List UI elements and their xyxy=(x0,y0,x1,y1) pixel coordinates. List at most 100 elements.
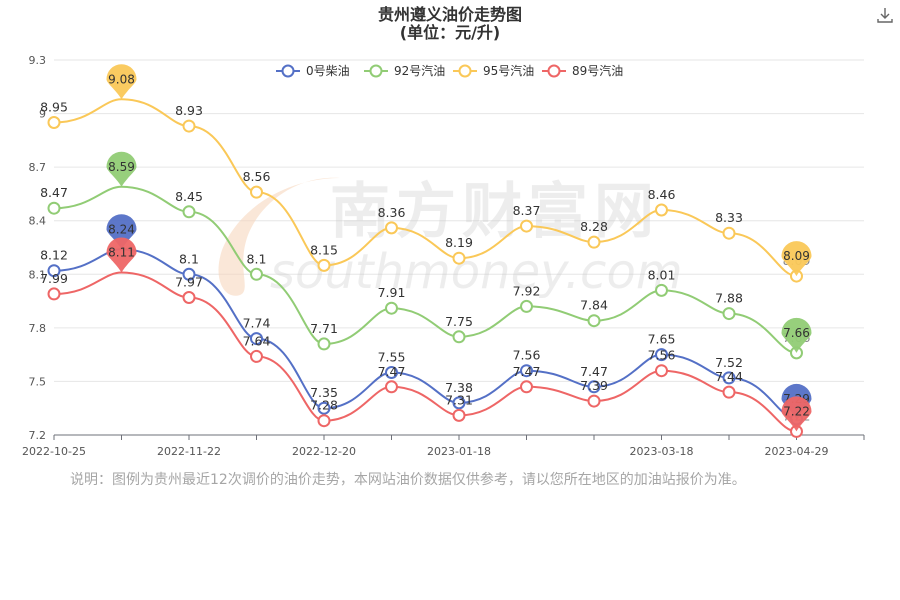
data-point xyxy=(250,185,263,199)
x-tick-label: 2023-03-18 xyxy=(630,445,694,458)
legend-item[interactable]: 89号汽油 xyxy=(542,63,623,78)
marker-pin xyxy=(781,396,812,432)
data-point xyxy=(587,380,601,394)
legend-item[interactable]: 95号汽油 xyxy=(453,63,534,78)
data-label: 8.28 xyxy=(580,219,608,234)
data-label: 7.55 xyxy=(378,350,406,365)
axes: 7.2 7.5 7.8 8.1 8.4 8.7 9 9.3 2022-10-25 2022-11-… xyxy=(22,54,865,458)
marker-pin xyxy=(781,241,812,277)
watermark-text-en: southmoney.com xyxy=(270,244,683,300)
legend-item[interactable]: 92号汽油 xyxy=(364,63,445,78)
x-tick-label: 2022-10-25 xyxy=(22,445,86,458)
legend-marker xyxy=(281,64,295,78)
legend-label: 0号柴油 xyxy=(306,64,350,78)
marker-pin-label: 7.22 xyxy=(783,404,810,418)
chart-subtitle: (单位：元/升) xyxy=(400,23,500,42)
data-point xyxy=(317,401,331,415)
chart-note: 说明：图例为贵州最近12次调价的油价走势，本网站油价数据仅供参考，请以您所在地区… xyxy=(70,472,746,488)
data-point xyxy=(182,205,196,219)
data-label: 7.52 xyxy=(715,355,743,370)
y-tick-label: 7.8 xyxy=(29,322,47,335)
data-label: 8.46 xyxy=(648,187,676,202)
marker-pin xyxy=(106,237,137,273)
data-labels: 8.128.17.747.357.557.387.567.477.657.527… xyxy=(40,100,810,424)
data-point xyxy=(47,116,61,129)
data-point xyxy=(655,348,668,362)
series xyxy=(47,98,803,438)
data-point xyxy=(182,291,196,304)
data-label: 7.74 xyxy=(243,316,271,331)
data-label: 7.91 xyxy=(378,285,406,300)
data-point xyxy=(722,307,736,321)
data-label: 8.19 xyxy=(445,235,473,250)
data-label: 8.01 xyxy=(648,267,676,282)
data-label: 8.95 xyxy=(40,100,68,115)
data-label: 8.45 xyxy=(175,189,203,204)
data-point xyxy=(655,203,668,217)
data-label: 7.39 xyxy=(580,378,608,393)
x-tick-label: 2023-04-29 xyxy=(765,445,829,458)
legend-label: 95号汽油 xyxy=(483,63,534,78)
data-label: 8.56 xyxy=(243,169,271,184)
data-label: 7.88 xyxy=(715,291,743,306)
data-point xyxy=(317,337,331,351)
data-point xyxy=(587,314,601,328)
marker-pin-label: 8.11 xyxy=(108,246,135,260)
data-point xyxy=(655,283,668,297)
data-point xyxy=(47,287,61,301)
data-label: 7.31 xyxy=(445,392,473,407)
y-tick-label: 7.2 xyxy=(29,429,47,442)
data-label: 7.92 xyxy=(513,283,541,298)
y-tick-label: 9.3 xyxy=(29,54,47,67)
data-point xyxy=(47,201,61,215)
legend[interactable]: 0号柴油 92号汽油 95号汽油 89号汽油 xyxy=(276,63,623,78)
data-point xyxy=(250,332,263,346)
y-tick-label: 8.1 xyxy=(29,268,47,281)
data-point xyxy=(520,380,533,394)
data-point xyxy=(250,267,263,281)
data-point xyxy=(452,330,466,344)
data-label: 8.93 xyxy=(175,103,203,118)
download-icon-graphic xyxy=(877,8,893,23)
legend-label: 92号汽油 xyxy=(394,63,445,78)
data-point xyxy=(722,226,736,240)
download-icon[interactable] xyxy=(876,6,894,24)
data-point xyxy=(182,267,196,281)
data-point xyxy=(385,380,398,394)
data-point xyxy=(250,349,263,363)
legend-label: 89号汽油 xyxy=(572,63,623,78)
data-point xyxy=(587,235,601,249)
data-label: 8.33 xyxy=(715,210,743,225)
data-point xyxy=(385,366,398,379)
marker-pin xyxy=(781,317,812,353)
data-point xyxy=(182,119,196,133)
data-label: 8.12 xyxy=(40,248,68,263)
watermark-swoosh xyxy=(218,177,340,296)
watermark: 南方财富网 southmoney.com xyxy=(218,177,683,300)
watermark-text-cn: 南方财富网 xyxy=(330,177,660,247)
data-label: 8.36 xyxy=(378,205,406,220)
data-label: 7.38 xyxy=(445,380,473,395)
legend-item[interactable]: 0号柴油 xyxy=(276,64,350,78)
y-tick-label: 8.4 xyxy=(29,215,47,228)
data-label: 8.47 xyxy=(40,185,68,200)
data-label: 8.37 xyxy=(513,203,541,218)
data-label: 7.35 xyxy=(310,385,338,400)
data-label: 7.56 xyxy=(648,348,676,363)
marker-pin-label: 8.24 xyxy=(108,222,135,236)
marker-pin xyxy=(106,151,137,187)
chart-title: 贵州遵义油价走势图 xyxy=(378,5,522,24)
data-point xyxy=(520,364,533,378)
data-point xyxy=(722,371,736,385)
marker-pin-label: 9.08 xyxy=(108,72,135,86)
legend-marker xyxy=(547,64,561,78)
data-point xyxy=(385,301,398,315)
data-point xyxy=(385,221,398,235)
y-tick-label: 9 xyxy=(39,108,46,121)
data-point xyxy=(452,408,466,422)
data-point xyxy=(452,251,466,265)
x-tick-label: 2022-11-22 xyxy=(157,445,221,458)
data-label: 7.44 xyxy=(715,369,743,384)
data-label: 7.28 xyxy=(310,398,338,413)
